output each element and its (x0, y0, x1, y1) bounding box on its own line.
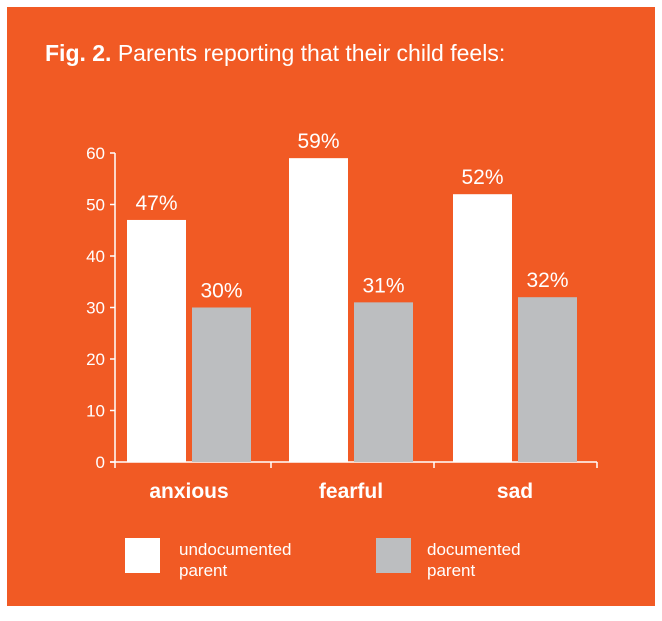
chart-title: Fig. 2. Parents reporting that their chi… (45, 40, 505, 67)
legend-swatch (125, 538, 160, 573)
data-label: 47% (135, 192, 177, 215)
legend-label: documented (427, 540, 521, 559)
data-label: 32% (526, 269, 568, 292)
axes: 0 10 20 30 40 50 60 (86, 144, 598, 472)
category-label: anxious (149, 480, 228, 503)
bar-fearful-documented (354, 302, 413, 462)
category-label: fearful (319, 480, 383, 503)
figure-number: Fig. 2. (45, 40, 112, 66)
legend: undocumented parent documented parent (125, 538, 521, 580)
legend-label: parent (427, 561, 475, 580)
labels: 47% 30% anxious 59% 31% fearful 52% 32% sad (135, 130, 568, 503)
data-label: 30% (200, 280, 242, 303)
legend-swatch (376, 538, 411, 573)
y-tick-label: 20 (86, 350, 105, 369)
bar-fearful-undocumented (289, 158, 348, 462)
y-tick-label: 30 (86, 299, 105, 318)
bar-sad-documented (518, 297, 577, 462)
bar-anxious-documented (192, 307, 251, 462)
bars (127, 158, 577, 462)
legend-label: parent (179, 561, 227, 580)
category-label: sad (497, 480, 533, 503)
title-text: Parents reporting that their child feels… (117, 40, 506, 66)
data-label: 59% (297, 130, 339, 153)
bar-sad-undocumented (453, 194, 512, 462)
y-tick-label: 60 (86, 144, 105, 163)
y-tick-label: 10 (86, 402, 105, 421)
bar-anxious-undocumented (127, 219, 186, 462)
y-tick-label: 50 (86, 196, 105, 215)
data-label: 31% (362, 274, 404, 297)
legend-label: undocumented (179, 540, 291, 559)
data-label: 52% (461, 166, 503, 189)
y-tick-label: 0 (96, 453, 105, 472)
y-tick-label: 40 (86, 247, 105, 266)
